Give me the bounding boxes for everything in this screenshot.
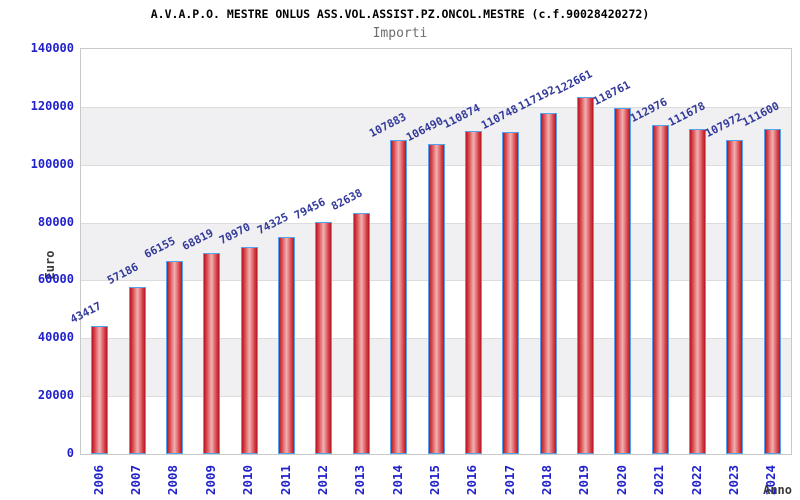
y-tick-label: 20000 [37,388,74,403]
x-tick-label: 2012 [314,464,330,496]
bar-2009 [203,252,221,454]
y-tick-label: 40000 [37,330,74,345]
x-tick-label: 2023 [725,464,741,496]
y-tick-label: 100000 [30,156,74,171]
bar-2019 [576,97,594,454]
x-tick-label: 2009 [202,464,218,496]
x-tick-label: 2007 [128,464,144,496]
y-tick-label: 80000 [37,214,74,229]
x-tick-label: 2016 [464,464,480,496]
bar-2024 [763,129,781,454]
x-tick-label: 2008 [165,464,181,496]
x-tick-label: 2014 [389,464,405,496]
x-tick-label: 2020 [613,464,629,496]
bar-2015 [427,143,445,454]
y-tick-label: 60000 [37,272,74,287]
x-tick-label: 2021 [651,464,667,496]
x-tick-label: 2006 [90,464,106,496]
bar-2016 [464,131,482,454]
chart-subtitle: Importi [372,26,428,41]
y-tick-label: 140000 [30,41,74,55]
x-tick-label: 2022 [688,464,704,496]
bar-2018 [539,112,557,454]
x-tick-label: 2011 [277,464,293,496]
bar-2020 [614,108,632,454]
x-tick-label: 2017 [501,464,517,496]
plot-area: 43417 57186 66155 68819 70970 74325 79456 82638… [68,48,792,455]
grid-line [81,106,791,108]
x-tick-label: 2013 [352,464,368,496]
x-tick-label: 2018 [539,464,555,496]
bar-2014 [390,139,408,454]
bar-2023 [726,139,744,454]
x-tick-label: 2010 [240,464,256,496]
grid-band [81,49,791,107]
bar-2007 [128,286,146,454]
bar-2022 [689,128,707,454]
bar-2008 [165,260,183,454]
bar-2017 [502,131,520,454]
chart-title: A.V.A.P.O. MESTRE ONLUS ASS.VOL.ASSIST.P… [150,7,650,21]
x-tick-label: 2019 [576,464,592,496]
x-tick-label: 2015 [427,464,442,496]
bar-2011 [278,237,296,454]
bar-2013 [352,212,370,454]
bar-2006 [91,326,109,454]
bar-2010 [240,246,258,454]
bar-2012 [315,222,333,454]
y-tick-label: 120000 [30,98,74,113]
y-tick-label: 0 [66,446,74,460]
bar-2021 [651,125,669,454]
x-axis-title: Anno [763,483,792,497]
